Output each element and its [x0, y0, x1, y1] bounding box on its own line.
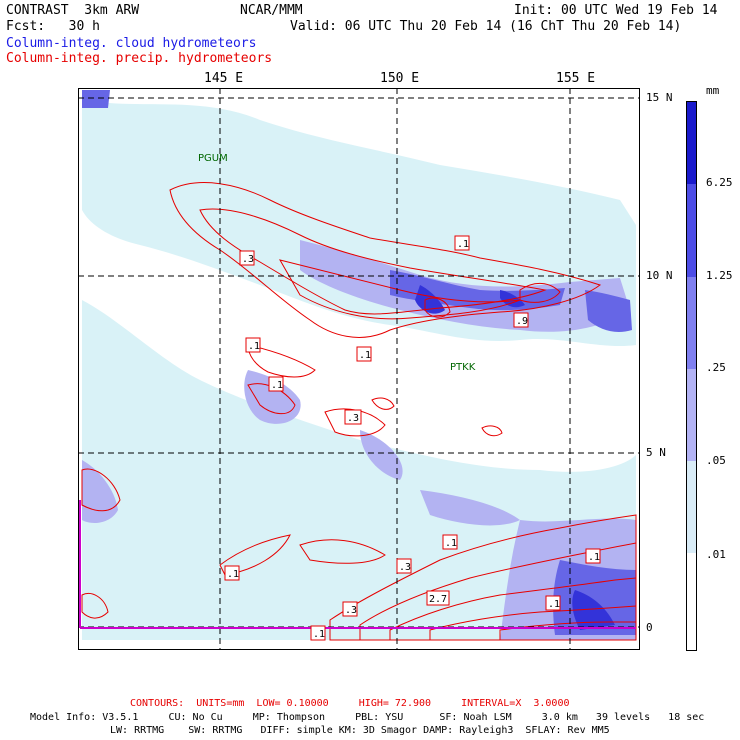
model-info-line1: Model Info: V3.5.1 CU: No Cu MP: Thompso…: [30, 712, 705, 723]
contour-label: .1: [313, 629, 325, 640]
contour-label: .1: [248, 341, 260, 352]
domain-boundary: [79, 500, 636, 629]
model-info-line2: LW: RRTMG SW: RRTMG DIFF: simple KM: 3D …: [110, 725, 610, 736]
contour-info: CONTOURS: UNITS=mm LOW= 0.10000 HIGH= 72…: [130, 698, 570, 709]
contour-label: .1: [227, 569, 239, 580]
legend-swatch-3: [687, 277, 696, 369]
contour-label: .1: [548, 599, 560, 610]
lat-label-5n: 5 N: [646, 446, 666, 459]
contour-label: .1: [359, 350, 371, 361]
lon-label-150: 150 E: [380, 71, 420, 86]
legend-swatch-6: [687, 553, 696, 650]
institution-label: NCAR/MMM: [240, 3, 303, 18]
legend-label-6-25: 6.25: [706, 176, 733, 189]
legend-label-1-25: 1.25: [706, 269, 733, 282]
legend-swatch-4: [687, 369, 696, 461]
init-time: Init: 00 UTC Wed 19 Feb 14: [514, 3, 718, 18]
contour-label: .3: [399, 562, 411, 573]
contour-label: .3: [242, 254, 254, 265]
legend-label-0-05: .05: [706, 454, 726, 467]
color-legend: [686, 101, 697, 651]
legend-swatch-2: [687, 184, 696, 277]
station-labels: PGUM PTKK: [198, 153, 476, 373]
lon-label-155: 155 E: [556, 71, 596, 86]
station-label-chuuk: PTKK: [450, 362, 476, 373]
legend-swatch-1: [687, 102, 696, 184]
valid-time: Valid: 06 UTC Thu 20 Feb 14 (16 ChT Thu …: [290, 19, 682, 34]
legend-label-0-25: .25: [706, 361, 726, 374]
forecast-hour: Fcst: 30 h: [6, 19, 100, 34]
contour-labels: .1 .3 .1 .1 .1 .9 .1 .3 .1 .3 .1 .3 .1 2…: [224, 235, 601, 641]
contour-label: .1: [271, 380, 283, 391]
lon-label-145: 145 E: [204, 71, 244, 86]
field-precip-label: Column-integ. precip. hydrometeors: [6, 51, 273, 66]
legend-swatch-5: [687, 461, 696, 553]
lat-label-10n: 10 N: [646, 269, 673, 282]
lat-label-15n: 15 N: [646, 91, 673, 104]
contour-label: .1: [445, 538, 457, 549]
precip-contours: [81, 182, 637, 641]
map-frame: [78, 88, 640, 650]
contour-label: .1: [457, 239, 469, 250]
contour-label: .3: [347, 413, 359, 424]
field-cloud-label: Column-integ. cloud hydrometeors: [6, 36, 257, 51]
station-label-guam: PGUM: [198, 153, 228, 164]
contour-label: .9: [516, 316, 528, 327]
legend-label-0-01: .01: [706, 548, 726, 561]
contour-label: 2.7: [429, 594, 447, 605]
legend-unit: mm: [706, 84, 720, 97]
contour-label: .1: [588, 552, 600, 563]
contour-label: .3: [345, 605, 357, 616]
lat-label-eq: 0: [646, 621, 653, 634]
model-title: CONTRAST 3km ARW: [6, 3, 140, 18]
